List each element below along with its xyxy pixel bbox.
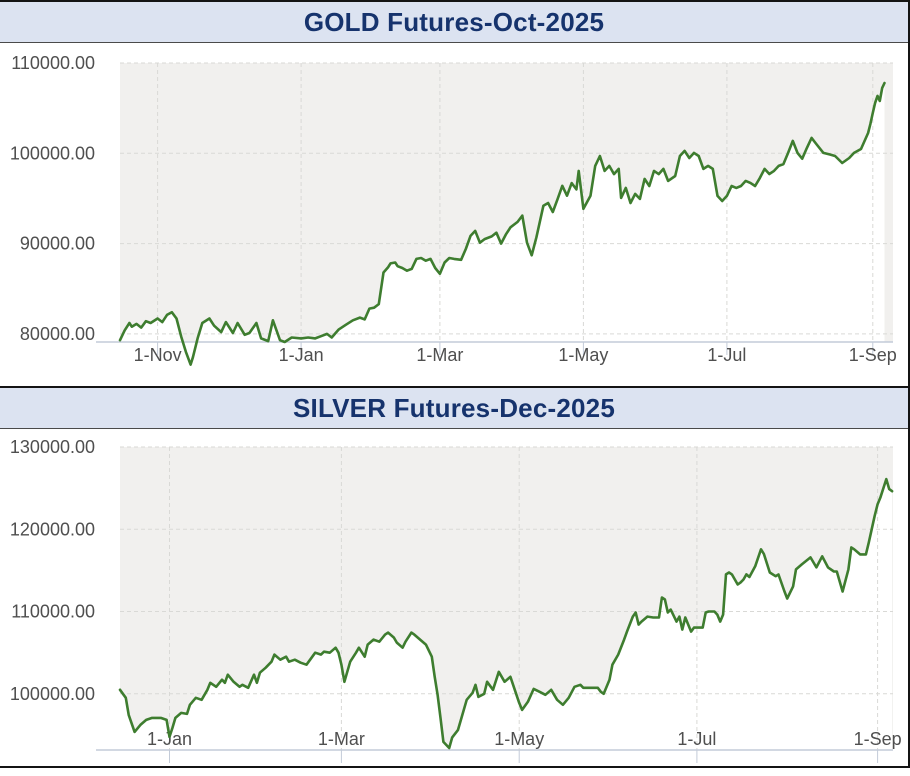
svg-text:100000.00: 100000.00 xyxy=(10,684,95,704)
svg-text:1-Mar: 1-Mar xyxy=(416,345,463,365)
svg-text:1-Mar: 1-Mar xyxy=(318,729,365,749)
gold-chart-area: 110000.00 100000.00 90000.00 80000.00 1-Nov 1… xyxy=(0,43,908,386)
svg-text:1-May: 1-May xyxy=(494,729,544,749)
svg-text:80000.00: 80000.00 xyxy=(20,324,95,344)
svg-text:120000.00: 120000.00 xyxy=(10,519,95,539)
gold-panel: GOLD Futures-Oct-2025 110000.00 100000.00… xyxy=(0,0,910,386)
svg-text:100000.00: 100000.00 xyxy=(10,143,95,163)
svg-text:1-Jan: 1-Jan xyxy=(279,345,324,365)
svg-text:1-Nov: 1-Nov xyxy=(134,345,182,365)
silver-price-line-chart: 130000.00 120000.00 110000.00 100000.00 1-Ja… xyxy=(10,437,902,763)
silver-panel: SILVER Futures-Dec-2025 130000.00 120000.… xyxy=(0,386,910,768)
silver-title-bar: SILVER Futures-Dec-2025 xyxy=(0,388,908,429)
svg-text:1-Sep: 1-Sep xyxy=(849,345,897,365)
silver-chart-area: 130000.00 120000.00 110000.00 100000.00 1-Ja… xyxy=(0,429,908,766)
svg-text:1-Jul: 1-Jul xyxy=(677,729,716,749)
svg-text:1-Sep: 1-Sep xyxy=(854,729,902,749)
gold-chart-title: GOLD Futures-Oct-2025 xyxy=(303,6,605,37)
gold-price-line-chart: 110000.00 100000.00 90000.00 80000.00 1-Nov 1… xyxy=(10,53,897,366)
svg-text:110000.00: 110000.00 xyxy=(11,602,95,622)
svg-text:1-Jan: 1-Jan xyxy=(147,729,192,749)
silver-chart-title: SILVER Futures-Dec-2025 xyxy=(293,392,615,423)
gold-title-bar: GOLD Futures-Oct-2025 xyxy=(0,2,908,43)
svg-text:1-Jul: 1-Jul xyxy=(707,345,746,365)
svg-text:110000.00: 110000.00 xyxy=(11,53,95,73)
svg-text:1-May: 1-May xyxy=(558,345,608,365)
svg-text:130000.00: 130000.00 xyxy=(10,437,95,457)
svg-text:90000.00: 90000.00 xyxy=(20,234,95,254)
